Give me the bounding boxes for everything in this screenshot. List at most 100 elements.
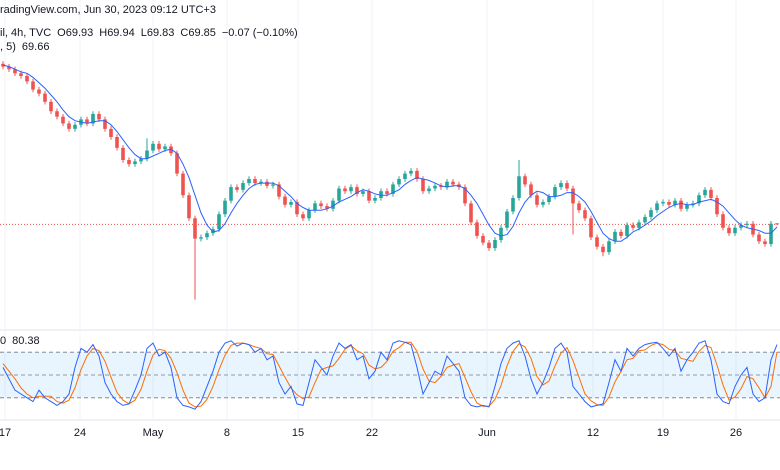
candle-body xyxy=(451,181,455,185)
candle-body xyxy=(733,227,737,234)
candle-body xyxy=(319,203,323,207)
candle-body xyxy=(277,184,281,197)
candle-body xyxy=(313,203,317,211)
candle-body xyxy=(175,153,179,174)
candle-body xyxy=(475,222,479,236)
candle-body xyxy=(373,197,377,201)
candle-body xyxy=(235,187,239,190)
candle-body xyxy=(391,184,395,194)
header: radingView.com, Jun 30, 2023 09:12 UTC+3 xyxy=(0,4,216,16)
candle-body xyxy=(361,191,365,194)
candle-body xyxy=(685,204,689,209)
candle-body xyxy=(703,189,707,196)
candle-body xyxy=(355,187,359,194)
candle-body xyxy=(127,160,131,165)
candle-body xyxy=(199,237,203,239)
candle-body xyxy=(535,195,539,205)
candle-body xyxy=(619,231,623,236)
candle-body xyxy=(649,210,653,217)
candle-body xyxy=(655,203,659,211)
ma-value: 69.66 xyxy=(22,41,50,53)
candle-body xyxy=(643,216,647,223)
candle-body xyxy=(85,119,89,124)
candle-body xyxy=(283,196,287,205)
candle-body xyxy=(7,66,11,70)
x-tick-label: May xyxy=(143,427,164,439)
candle-body xyxy=(409,170,413,174)
candle-body xyxy=(91,113,95,124)
candle-body xyxy=(247,179,251,184)
candle-body xyxy=(487,242,491,249)
ohlc-label: C69.85 xyxy=(180,27,215,39)
candle-body xyxy=(625,225,629,236)
candle-body xyxy=(691,203,695,205)
candle-body xyxy=(193,218,197,239)
candle-body xyxy=(133,161,137,165)
candle-body xyxy=(445,181,449,188)
stochastic-name: 0 xyxy=(0,335,6,347)
candle-body xyxy=(433,185,437,189)
candle-body xyxy=(289,202,293,205)
candle-body xyxy=(745,223,749,226)
candle-body xyxy=(463,187,467,204)
candle-body xyxy=(757,234,761,242)
candle-body xyxy=(187,195,191,219)
candle-body xyxy=(241,183,245,190)
candle-body xyxy=(667,202,671,205)
candle-body xyxy=(145,150,149,159)
candle-body xyxy=(595,237,599,247)
candle-body xyxy=(439,185,443,188)
ohlc-label: O69.93 xyxy=(57,27,93,39)
candle-body xyxy=(67,123,71,129)
candle-body xyxy=(97,113,101,120)
candle-body xyxy=(109,128,113,137)
ohlc-label: H69.94 xyxy=(99,27,134,39)
candle-body xyxy=(349,187,353,192)
candle-body xyxy=(271,184,275,186)
candle-body xyxy=(547,196,551,203)
candle-body xyxy=(325,206,329,209)
candle-body xyxy=(469,203,473,223)
candle-body xyxy=(421,179,425,192)
x-tick-label: 22 xyxy=(366,427,378,439)
candle-body xyxy=(331,200,335,209)
candle-body xyxy=(517,176,521,198)
candle-body xyxy=(163,146,167,150)
candle-body xyxy=(343,188,347,192)
candle-body xyxy=(115,136,119,148)
candle-body xyxy=(337,188,341,201)
candle-body xyxy=(217,214,221,230)
candle-body xyxy=(295,202,299,215)
candle-body xyxy=(229,187,233,201)
candle-body xyxy=(499,227,503,240)
candle-body xyxy=(673,200,677,205)
candle-body xyxy=(37,89,41,94)
candle-body xyxy=(577,203,581,211)
candle-body xyxy=(301,214,305,219)
candle-body xyxy=(403,173,407,179)
candle-body xyxy=(1,63,5,67)
stochastic-d-value: 80.38 xyxy=(12,335,40,347)
candle-body xyxy=(181,173,185,196)
candle-body xyxy=(541,202,545,205)
candle-body xyxy=(505,211,509,228)
candle-body xyxy=(139,158,143,162)
candle-body xyxy=(727,227,731,234)
candle-body xyxy=(715,197,719,215)
candle-body xyxy=(427,188,431,192)
stochastic-k xyxy=(2,340,778,410)
candle-body xyxy=(55,111,59,117)
candle-body xyxy=(157,143,161,150)
candle-body xyxy=(25,76,29,82)
candle-body xyxy=(481,235,485,243)
candle-body xyxy=(61,116,65,124)
x-tick-label: 26 xyxy=(730,427,742,439)
moving-average xyxy=(2,64,778,242)
candle-body xyxy=(511,197,515,212)
candle-body xyxy=(589,218,593,238)
candle-body xyxy=(679,200,683,209)
symbol: il, 4h, TVC xyxy=(0,27,51,39)
candle-body xyxy=(379,191,383,198)
candle-body xyxy=(415,170,419,179)
